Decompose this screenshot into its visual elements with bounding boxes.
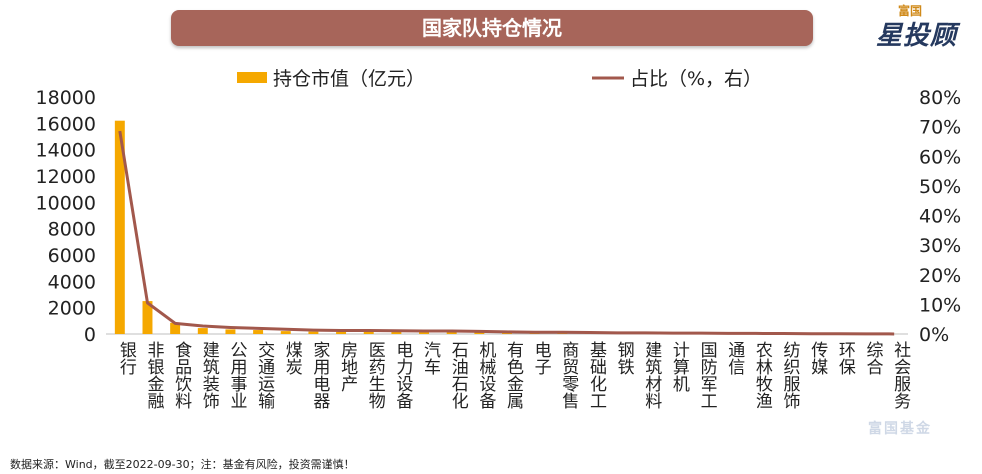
y-right-tick-label: 40% <box>919 206 961 228</box>
bar <box>446 332 457 334</box>
y-left-tick-label: 12000 <box>36 166 96 188</box>
y-right-tick-label: 20% <box>919 265 961 287</box>
x-tick-label: 电子 <box>531 341 552 375</box>
y-left-tick-label: 4000 <box>48 271 96 293</box>
x-tick-label: 环保 <box>835 341 856 375</box>
y-right-tick-label: 30% <box>919 235 961 257</box>
y-left-tick-label: 0 <box>84 324 96 346</box>
bar <box>197 328 208 334</box>
brand-logo: 富国 星投顾 <box>870 2 970 51</box>
share-line <box>118 130 895 336</box>
x-tick-label: 商贸零售 <box>558 341 579 409</box>
legend-bar-swatch <box>237 72 267 83</box>
bar <box>363 331 374 334</box>
x-tick-label: 医药生物 <box>365 341 386 409</box>
x-tick-label: 银行 <box>116 341 136 376</box>
y-right-tick-label: 60% <box>919 146 961 168</box>
y-right-tick-label: 0% <box>919 324 949 346</box>
y-left-tick-label: 16000 <box>36 113 96 135</box>
y-left-tick-label: 6000 <box>48 245 96 267</box>
x-tick-label: 汽车 <box>420 341 441 375</box>
x-tick-label: 计算机 <box>669 341 690 392</box>
y-left-tick-label: 8000 <box>48 219 96 241</box>
bar <box>391 331 402 334</box>
chart-title: 国家队持仓情况 <box>171 10 813 46</box>
x-tick-label: 钢铁 <box>614 341 635 375</box>
bar <box>280 331 291 334</box>
bar <box>114 120 125 334</box>
x-tick-label: 非银金融 <box>143 341 164 410</box>
x-tick-label: 建筑材料 <box>641 341 662 409</box>
x-tick-label: 煤炭 <box>282 341 303 375</box>
x-tick-label: 石油石化 <box>448 341 469 409</box>
legend-line-label: 占比（%，右） <box>630 68 762 90</box>
x-tick-label: 机械设备 <box>475 341 496 409</box>
bar <box>170 322 181 334</box>
x-tick-label: 公用事业 <box>226 341 247 409</box>
x-tick-label: 电力设备 <box>392 341 413 409</box>
x-tick-label: 传媒 <box>807 341 828 375</box>
bar <box>336 331 347 334</box>
y-left-tick-label: 2000 <box>48 298 96 320</box>
y-left-tick-label: 18000 <box>36 87 96 109</box>
bar <box>308 331 319 334</box>
bar <box>253 330 264 334</box>
x-tick-label: 社会服务 <box>890 341 911 409</box>
logo-top-text: 富国 <box>898 4 923 18</box>
bar <box>474 332 485 334</box>
x-tick-label: 建筑装饰 <box>199 341 220 409</box>
x-tick-label: 综合 <box>863 341 884 375</box>
y-right-tick-label: 10% <box>919 294 961 316</box>
footnote: 数据来源：Wind，截至2022-09-30；注：基金有风险，投资需谨慎！ <box>10 458 355 471</box>
x-tick-label: 交通运输 <box>254 341 275 410</box>
y-right-tick-label: 70% <box>919 117 961 139</box>
x-tick-label: 农林牧渔 <box>752 341 773 409</box>
y-left-tick-label: 14000 <box>36 140 96 162</box>
x-tick-label: 房地产 <box>337 341 358 392</box>
x-tick-label: 有色金属 <box>503 341 524 409</box>
x-tick-label: 基础化工 <box>586 341 607 409</box>
x-tick-label: 纺织服饰 <box>780 341 801 409</box>
x-tick-label: 家用电器 <box>309 341 330 409</box>
legend-bar-label: 持仓市值（亿元） <box>273 68 425 90</box>
y-right-tick-label: 50% <box>919 176 961 198</box>
watermark: 富国基金 <box>868 421 932 437</box>
y-left-tick-label: 10000 <box>36 192 96 214</box>
x-tick-label: 通信 <box>724 341 745 375</box>
x-tick-label: 食品饮料 <box>171 341 192 409</box>
x-tick-label: 国防军工 <box>697 341 718 409</box>
bar <box>225 329 236 334</box>
bar <box>142 301 153 334</box>
logo-main-text: 星投顾 <box>876 21 958 51</box>
y-right-tick-label: 80% <box>919 87 961 109</box>
bar <box>419 332 430 334</box>
